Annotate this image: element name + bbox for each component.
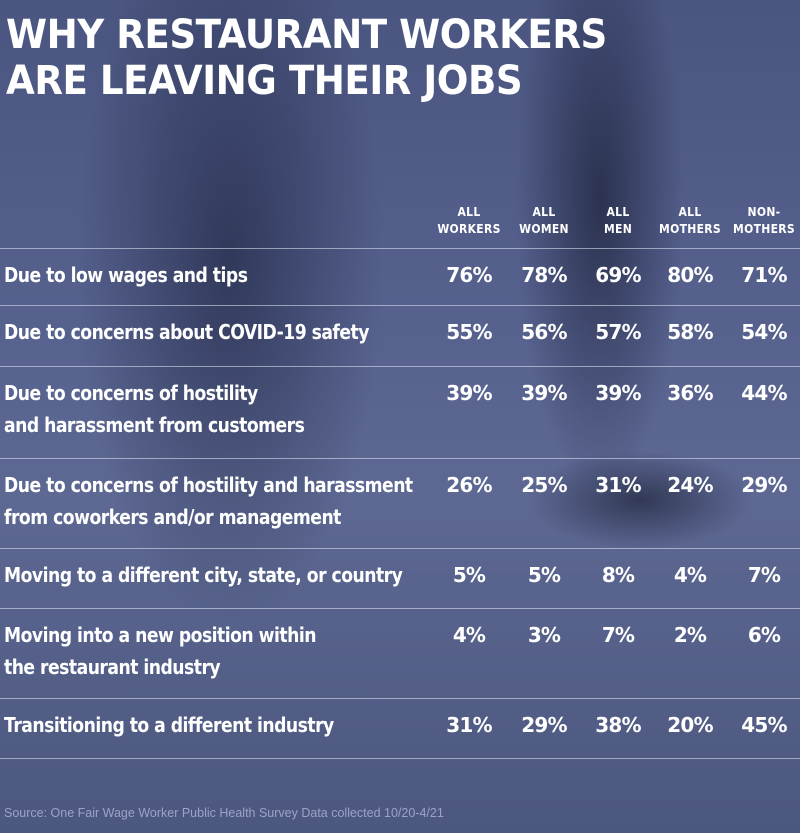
row-label: Due to concerns of hostility and harassme… bbox=[4, 377, 305, 441]
row-label-line: Moving into a new position within bbox=[4, 623, 316, 647]
row-label-line: from coworkers and/or management bbox=[4, 505, 341, 529]
value-all-men: 57% bbox=[595, 320, 641, 344]
value-all-men: 38% bbox=[595, 713, 641, 737]
value-all-mothers: 20% bbox=[667, 713, 713, 737]
row-label: Due to concerns of hostility and harassm… bbox=[4, 469, 413, 533]
column-header-non-mothers: NON- MOTHERS bbox=[724, 204, 800, 238]
row-label-line: the restaurant industry bbox=[4, 655, 221, 679]
value-all-women: 3% bbox=[527, 623, 561, 647]
value-all-women: 39% bbox=[521, 381, 567, 405]
row-divider bbox=[0, 698, 800, 699]
value-all-workers: 31% bbox=[446, 713, 492, 737]
row-label-line: Due to concerns about COVID-19 safety bbox=[4, 320, 369, 344]
row-divider bbox=[0, 758, 800, 759]
row-label: Moving into a new position within the res… bbox=[4, 619, 316, 683]
column-header-line: NON- bbox=[747, 205, 781, 219]
value-non-mothers: 44% bbox=[741, 381, 787, 405]
value-all-women: 29% bbox=[521, 713, 567, 737]
value-all-mothers: 80% bbox=[667, 263, 713, 287]
value-all-mothers: 36% bbox=[667, 381, 713, 405]
column-header-all-men: ALL MEN bbox=[578, 204, 658, 238]
value-all-workers: 4% bbox=[452, 623, 486, 647]
value-non-mothers: 6% bbox=[747, 623, 781, 647]
value-all-workers: 76% bbox=[446, 263, 492, 287]
row-label-line: Moving to a different city, state, or co… bbox=[4, 563, 403, 587]
value-all-mothers: 24% bbox=[667, 473, 713, 497]
value-all-mothers: 2% bbox=[673, 623, 707, 647]
value-non-mothers: 45% bbox=[741, 713, 787, 737]
value-non-mothers: 7% bbox=[747, 563, 781, 587]
title-line-2: ARE LEAVING THEIR JOBS bbox=[6, 58, 523, 104]
row-label: Moving to a different city, state, or co… bbox=[4, 559, 403, 591]
value-all-women: 56% bbox=[521, 320, 567, 344]
column-header-line: ALL bbox=[457, 205, 481, 219]
source-note: Source: One Fair Wage Worker Public Heal… bbox=[4, 806, 444, 820]
row-label-line: Transitioning to a different industry bbox=[4, 713, 334, 737]
value-all-men: 39% bbox=[595, 381, 641, 405]
row-label-line: Due to concerns of hostility bbox=[4, 381, 258, 405]
column-header-line: ALL bbox=[606, 205, 630, 219]
value-all-men: 69% bbox=[595, 263, 641, 287]
value-all-mothers: 58% bbox=[667, 320, 713, 344]
row-divider bbox=[0, 458, 800, 459]
chart-title: WHY RESTAURANT WORKERS ARE LEAVING THEIR… bbox=[6, 12, 607, 104]
value-non-mothers: 29% bbox=[741, 473, 787, 497]
value-all-workers: 55% bbox=[446, 320, 492, 344]
column-header-line: ALL bbox=[678, 205, 702, 219]
row-label-line: Due to low wages and tips bbox=[4, 263, 248, 287]
row-divider bbox=[0, 248, 800, 249]
value-all-women: 25% bbox=[521, 473, 567, 497]
column-header-line: MOTHERS bbox=[733, 222, 795, 236]
column-header-line: MOTHERS bbox=[659, 222, 721, 236]
row-divider bbox=[0, 366, 800, 367]
row-label: Due to low wages and tips bbox=[4, 259, 248, 291]
value-all-women: 78% bbox=[521, 263, 567, 287]
column-header-line: WORKERS bbox=[437, 222, 501, 236]
row-label: Due to concerns about COVID-19 safety bbox=[4, 316, 369, 348]
row-divider bbox=[0, 608, 800, 609]
value-all-workers: 39% bbox=[446, 381, 492, 405]
column-header-line: WOMEN bbox=[519, 222, 569, 236]
column-header-line: ALL bbox=[532, 205, 556, 219]
title-line-1: WHY RESTAURANT WORKERS bbox=[6, 12, 607, 58]
value-non-mothers: 71% bbox=[741, 263, 787, 287]
row-label-line: Due to concerns of hostility and harassm… bbox=[4, 473, 413, 497]
value-all-women: 5% bbox=[527, 563, 561, 587]
row-divider bbox=[0, 548, 800, 549]
value-non-mothers: 54% bbox=[741, 320, 787, 344]
column-header-all-mothers: ALL MOTHERS bbox=[650, 204, 730, 238]
column-header-all-women: ALL WOMEN bbox=[504, 204, 584, 238]
row-label: Transitioning to a different industry bbox=[4, 709, 334, 741]
value-all-mothers: 4% bbox=[673, 563, 707, 587]
value-all-men: 31% bbox=[595, 473, 641, 497]
value-all-men: 8% bbox=[601, 563, 635, 587]
row-divider bbox=[0, 305, 800, 306]
column-header-line: MEN bbox=[603, 222, 633, 236]
value-all-workers: 5% bbox=[452, 563, 486, 587]
value-all-men: 7% bbox=[601, 623, 635, 647]
row-label-line: and harassment from customers bbox=[4, 413, 305, 437]
value-all-workers: 26% bbox=[446, 473, 492, 497]
column-header-all-workers: ALL WORKERS bbox=[429, 204, 509, 238]
